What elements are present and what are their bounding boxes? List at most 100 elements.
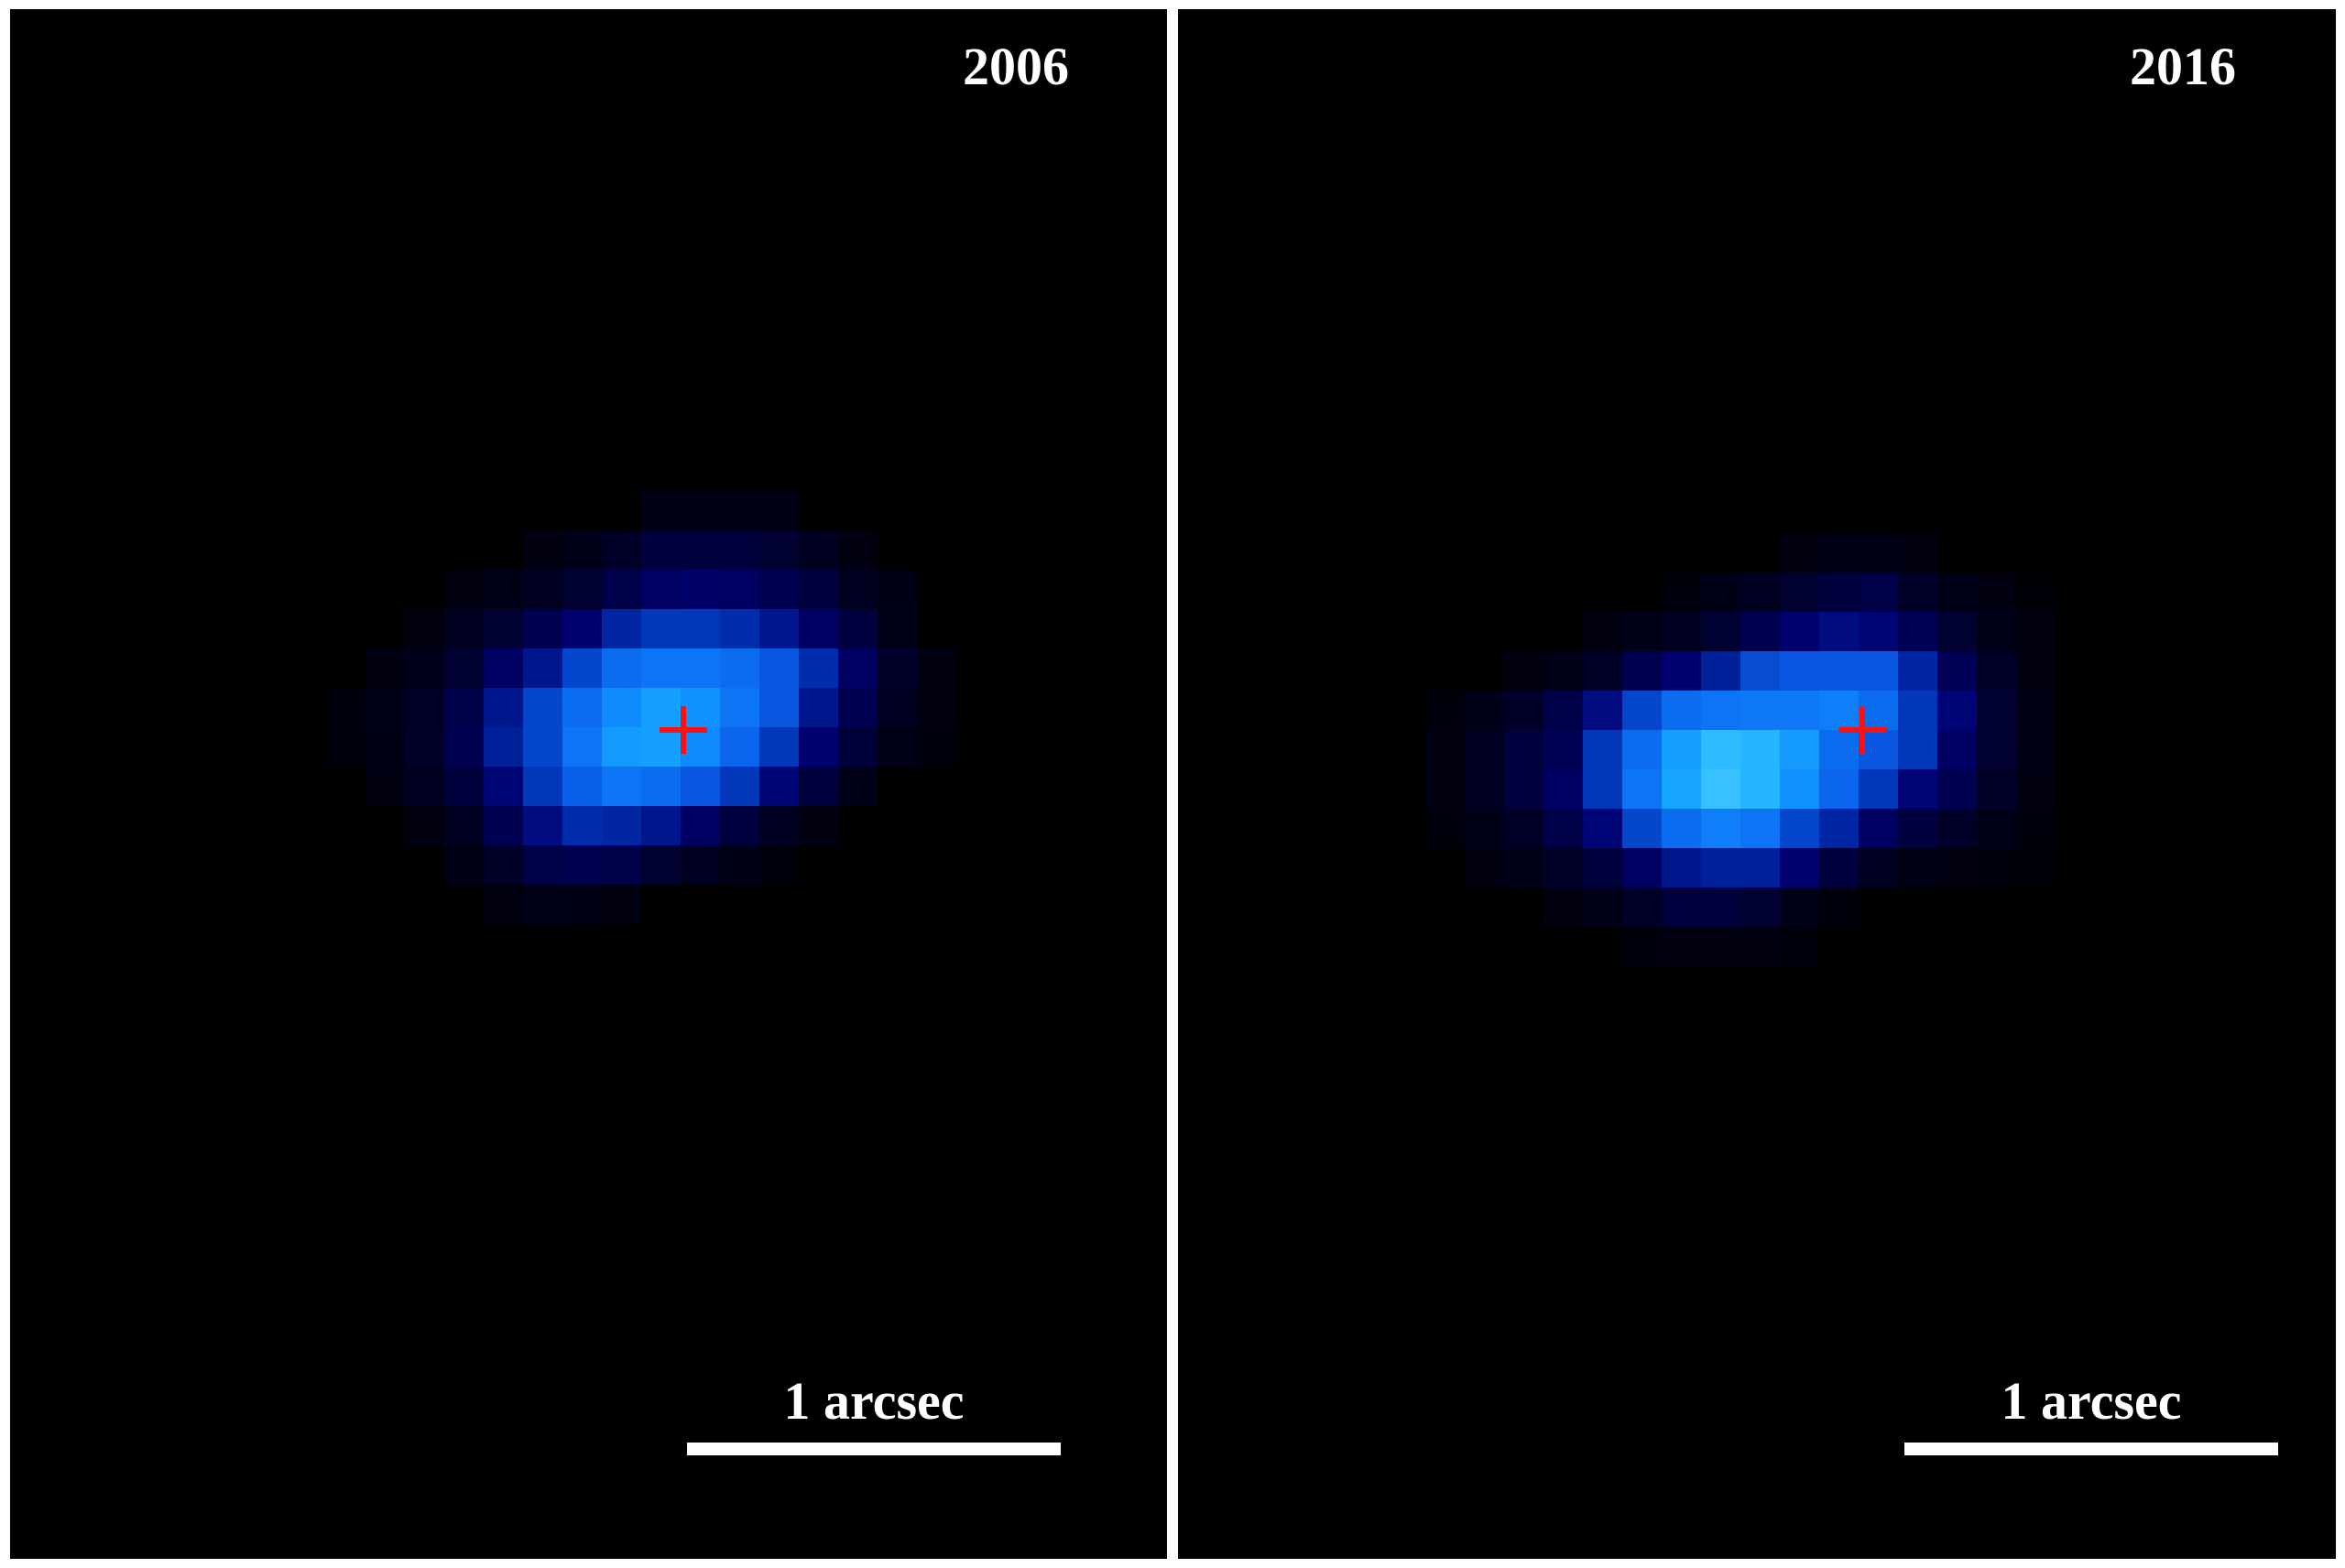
- image-pixel: [1622, 887, 1662, 927]
- image-pixel: [1583, 848, 1622, 887]
- image-pixel: [1701, 927, 1740, 966]
- image-pixel: [1740, 927, 1780, 966]
- image-pixel: [444, 806, 484, 845]
- image-pixel: [878, 609, 917, 648]
- image-pixel: [1819, 572, 1859, 612]
- image-pixel: [405, 767, 444, 806]
- image-pixel: [1977, 651, 2016, 691]
- image-pixel: [799, 609, 838, 648]
- image-pixel: [1543, 769, 1583, 809]
- image-pixel: [1740, 848, 1780, 887]
- image-pixel: [1819, 730, 1859, 769]
- image-pixel: [484, 570, 523, 609]
- image-pixel: [759, 806, 799, 845]
- image-pixel: [1740, 887, 1780, 927]
- image-pixel: [562, 530, 602, 570]
- image-pixel: [681, 727, 720, 767]
- image-pixel: [1780, 612, 1819, 651]
- image-pixel: [405, 648, 444, 688]
- image-pixel: [1740, 809, 1780, 848]
- image-pixel: [917, 727, 956, 767]
- image-pixel: [1859, 809, 1898, 848]
- image-pixel: [1937, 809, 1977, 848]
- image-pixel: [1701, 809, 1740, 848]
- image-pixel: [1780, 533, 1819, 572]
- image-panel-2016: 2016 1 arcsec: [1178, 9, 2336, 1559]
- image-pixel: [1898, 691, 1937, 730]
- image-pixel: [681, 570, 720, 609]
- image-pixel: [562, 806, 602, 845]
- image-pixel: [1662, 651, 1701, 691]
- image-pixel: [1465, 691, 1504, 730]
- image-pixel: [562, 648, 602, 688]
- image-pixel: [1740, 651, 1780, 691]
- image-pixel: [1740, 691, 1780, 730]
- image-pixel: [523, 530, 562, 570]
- image-pixel: [759, 688, 799, 727]
- year-label: 2016: [2130, 37, 2236, 96]
- image-pixel: [1819, 848, 1859, 887]
- image-pixel: [444, 648, 484, 688]
- image-pixel: [484, 727, 523, 767]
- image-pixel: [720, 845, 759, 885]
- image-pixel: [641, 727, 681, 767]
- image-pixel: [365, 727, 405, 767]
- image-pixel: [523, 570, 562, 609]
- image-pixel: [1504, 769, 1543, 809]
- image-pixel: [405, 688, 444, 727]
- scale-bar-group: 1 arcsec: [687, 1369, 1061, 1455]
- image-pixel: [759, 845, 799, 885]
- image-pixel: [720, 530, 759, 570]
- image-pixel: [523, 727, 562, 767]
- image-pixel: [1583, 769, 1622, 809]
- image-pixel: [641, 491, 681, 530]
- image-pixel: [1662, 887, 1701, 927]
- image-pixel: [1819, 612, 1859, 651]
- image-pixel: [562, 767, 602, 806]
- image-pixel: [1937, 848, 1977, 887]
- image-pixel: [1504, 848, 1543, 887]
- image-pixel: [1859, 769, 1898, 809]
- image-pixel: [1701, 887, 1740, 927]
- image-pixel: [523, 767, 562, 806]
- image-pixel: [1504, 730, 1543, 769]
- image-pixel: [523, 885, 562, 924]
- image-pixel: [641, 648, 681, 688]
- image-pixel: [1543, 887, 1583, 927]
- image-pixel: [405, 727, 444, 767]
- image-pixel: [1780, 730, 1819, 769]
- image-pixel: [1977, 691, 2016, 730]
- image-pixel: [1622, 769, 1662, 809]
- image-pixel: [1937, 572, 1977, 612]
- image-pixel: [720, 491, 759, 530]
- image-pixel: [838, 570, 878, 609]
- image-pixel: [1937, 691, 1977, 730]
- image-pixel: [1780, 651, 1819, 691]
- image-pixel: [681, 806, 720, 845]
- scale-bar-group: 1 arcsec: [1904, 1369, 2278, 1455]
- image-pixel: [602, 767, 641, 806]
- image-pixel: [1701, 612, 1740, 651]
- image-pixel: [641, 767, 681, 806]
- image-pixel: [838, 727, 878, 767]
- image-pixel: [562, 885, 602, 924]
- image-pixel: [1977, 769, 2016, 809]
- image-pixel: [720, 767, 759, 806]
- image-pixel: [1898, 572, 1937, 612]
- image-pixel: [1622, 691, 1662, 730]
- image-pixel: [1425, 730, 1465, 769]
- image-pixel: [1780, 927, 1819, 966]
- image-pixel: [1701, 572, 1740, 612]
- image-pixel: [1662, 730, 1701, 769]
- image-pixel: [1780, 809, 1819, 848]
- image-pixel: [1898, 809, 1937, 848]
- image-pixel: [1937, 769, 1977, 809]
- image-pixel: [1898, 730, 1937, 769]
- image-pixel: [1740, 769, 1780, 809]
- image-pixel: [1543, 848, 1583, 887]
- image-pixel: [484, 806, 523, 845]
- image-pixel: [1977, 848, 2016, 887]
- image-pixel: [838, 688, 878, 727]
- image-panel-2006: 2006 1 arcsec: [10, 9, 1167, 1559]
- image-pixel: [1662, 769, 1701, 809]
